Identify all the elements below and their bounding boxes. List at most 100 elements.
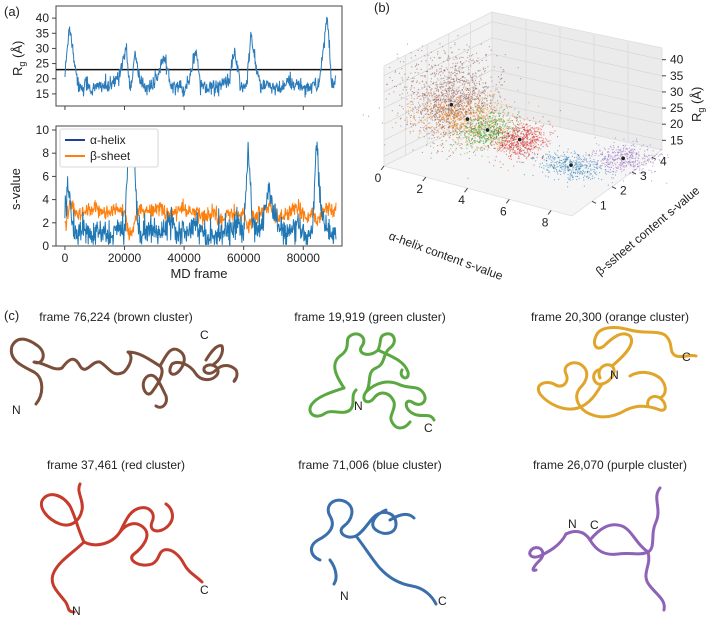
scatter-point xyxy=(404,73,406,75)
scatter-point xyxy=(462,130,464,132)
scatter-point xyxy=(505,128,507,130)
scatter-point xyxy=(624,162,626,164)
scatter-point xyxy=(453,102,455,104)
scatter-point xyxy=(628,161,630,163)
scatter-point xyxy=(452,115,454,117)
scatter-point xyxy=(605,158,607,160)
scatter-point xyxy=(454,71,456,73)
scatter-point xyxy=(622,150,624,152)
scatter-point xyxy=(448,130,450,132)
scatter-point xyxy=(460,134,462,136)
scatter-point xyxy=(582,169,584,171)
scatter-point xyxy=(479,124,481,126)
scatter-point xyxy=(461,64,463,66)
scatter-point xyxy=(426,127,428,129)
blue-cluster-points xyxy=(519,143,625,188)
scatter-point xyxy=(450,148,452,150)
scatter-point xyxy=(489,126,491,128)
scatter-point xyxy=(443,126,445,128)
scatter-point xyxy=(542,138,544,140)
scatter-point xyxy=(427,70,429,72)
scatter-point xyxy=(488,120,490,122)
scatter-point xyxy=(613,170,615,172)
scatter-point xyxy=(515,144,517,146)
scatter-point xyxy=(552,156,554,158)
scatter-point xyxy=(578,159,580,161)
scatter-point xyxy=(490,121,492,123)
scatter-point xyxy=(483,117,485,119)
scatter-point xyxy=(493,112,495,114)
scatter-point xyxy=(412,149,414,151)
scatter-point xyxy=(526,123,528,125)
scatter-point xyxy=(461,117,463,119)
scatter-point xyxy=(446,121,448,123)
scatter-point xyxy=(467,111,469,113)
scatter-point xyxy=(548,151,550,153)
scatter-point xyxy=(472,132,474,134)
scatter-point xyxy=(426,108,428,110)
scatter-point xyxy=(500,84,502,86)
scatter-point xyxy=(423,136,425,138)
scatter-point xyxy=(599,166,601,168)
scatter-point xyxy=(477,120,479,122)
scatter-point xyxy=(476,98,478,100)
scatter-point xyxy=(419,98,421,100)
scatter-point xyxy=(424,97,426,99)
svalue-axis-label: s-value xyxy=(8,168,23,210)
scatter-point xyxy=(526,147,528,149)
scatter-point xyxy=(507,169,509,171)
scatter-point xyxy=(650,170,652,172)
scatter-point xyxy=(608,154,610,156)
scatter-point xyxy=(523,127,525,129)
scatter-point xyxy=(536,156,538,158)
purple-cluster-points xyxy=(577,137,669,184)
scatter-point xyxy=(464,130,466,132)
scatter-point xyxy=(490,117,492,119)
scatter-point xyxy=(454,141,456,143)
scatter-point xyxy=(611,155,613,157)
scatter-point xyxy=(494,130,496,132)
scatter-point xyxy=(495,110,497,112)
scatter-point xyxy=(426,107,428,109)
scatter-point xyxy=(520,153,522,155)
scatter-point xyxy=(580,162,582,164)
scatter-point xyxy=(506,128,508,130)
scatter-point xyxy=(519,120,521,122)
scatter-point xyxy=(479,99,481,101)
scatter-point xyxy=(518,112,520,114)
scatter-point xyxy=(630,151,632,153)
scatter-point xyxy=(518,146,520,148)
scatter-point xyxy=(579,156,581,158)
scatter-point xyxy=(495,143,497,145)
scatter-point xyxy=(489,139,491,141)
scatter-point xyxy=(403,61,405,63)
scatter-point xyxy=(499,119,501,121)
scatter-point xyxy=(531,140,533,142)
scatter-point xyxy=(447,118,449,120)
scatter-point xyxy=(620,154,622,156)
scatter-point xyxy=(477,126,479,128)
scatter-point xyxy=(406,103,408,105)
scatter-point xyxy=(529,143,531,145)
scatter-point xyxy=(513,143,515,145)
scatter-point xyxy=(421,117,423,119)
scatter-point xyxy=(483,132,485,134)
scatter-point xyxy=(430,92,432,94)
green-n-terminus-label: N xyxy=(354,399,363,413)
scatter-point xyxy=(431,138,433,140)
scatter-point xyxy=(576,154,578,156)
scatter-point xyxy=(520,153,522,155)
scatter-point xyxy=(528,133,530,135)
scatter-point xyxy=(617,146,619,148)
scatter-point xyxy=(444,113,446,115)
scatter-point xyxy=(492,132,494,134)
beta-axis-tick-label: 1 xyxy=(600,198,607,212)
scatter-point xyxy=(451,95,453,97)
scatter-point xyxy=(633,163,635,165)
scatter-point xyxy=(500,126,502,128)
scatter-point xyxy=(550,140,552,142)
scatter-point xyxy=(507,113,509,115)
scatter-point xyxy=(591,153,593,155)
scatter-point xyxy=(485,140,487,142)
scatter-point xyxy=(582,155,584,157)
